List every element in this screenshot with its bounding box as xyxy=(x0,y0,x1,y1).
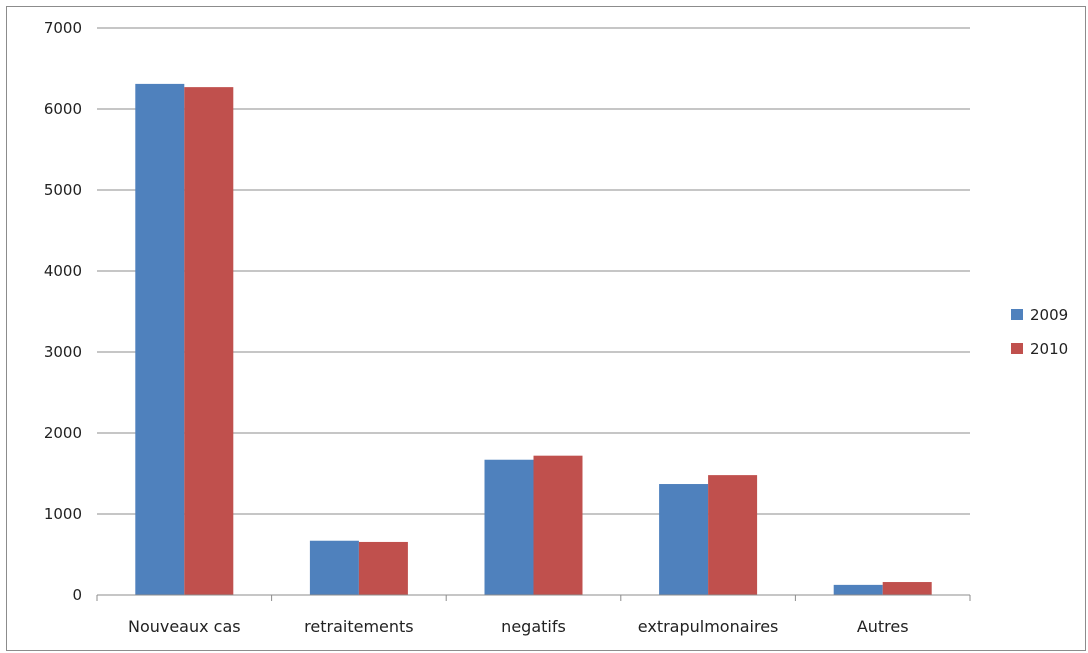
bar-2010-4 xyxy=(882,582,932,595)
bar-2009-1 xyxy=(309,540,359,595)
legend-swatch-2009 xyxy=(1011,309,1023,320)
x-category-label: retraitements xyxy=(304,617,413,636)
y-tick-label: 7000 xyxy=(44,19,82,37)
legend-label: 2009 xyxy=(1030,306,1068,324)
bars xyxy=(135,83,932,595)
y-tick-label: 3000 xyxy=(44,343,82,361)
y-tick-label: 4000 xyxy=(44,262,82,280)
y-tick-label: 5000 xyxy=(44,181,82,199)
legend-swatch-2010 xyxy=(1011,343,1023,354)
grid-lines xyxy=(97,27,970,515)
bar-2010-0 xyxy=(184,87,234,595)
bar-2009-3 xyxy=(659,484,709,595)
y-tick-label: 2000 xyxy=(44,424,82,442)
y-tick-label: 1000 xyxy=(44,505,82,523)
x-category-label: Nouveaux cas xyxy=(128,617,241,636)
legend-label: 2010 xyxy=(1030,340,1068,358)
y-tick-label: 0 xyxy=(72,586,82,604)
bar-2009-2 xyxy=(484,459,534,595)
x-axis-categories: Nouveaux cas retraitements negatifs extrapu… xyxy=(128,617,909,636)
x-category-label: Autres xyxy=(857,617,909,636)
bar-2010-1 xyxy=(358,541,408,595)
y-tick-label: 6000 xyxy=(44,100,82,118)
x-axis xyxy=(96,594,971,601)
bar-2009-0 xyxy=(135,83,185,595)
bar-2010-3 xyxy=(708,475,758,595)
x-category-label: negatifs xyxy=(501,617,566,636)
bar-2010-2 xyxy=(533,455,583,595)
y-axis-ticks: 0 1000 2000 3000 4000 5000 6000 7000 xyxy=(44,19,82,604)
bar-2009-4 xyxy=(833,584,883,595)
legend: 2009 2010 xyxy=(1011,306,1068,358)
x-category-label: extrapulmonaires xyxy=(638,617,779,636)
